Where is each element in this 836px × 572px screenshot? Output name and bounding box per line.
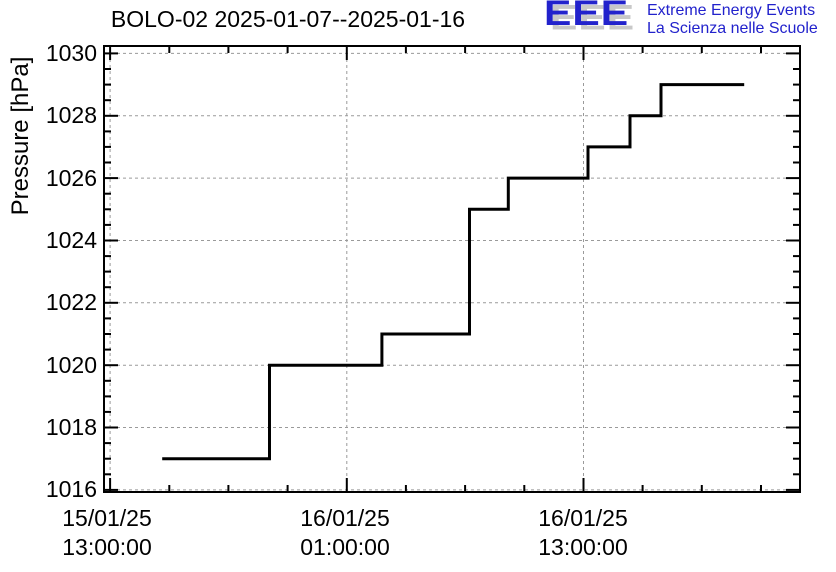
- x-tick-date: 15/01/25: [62, 505, 152, 531]
- pressure-step-line: [162, 83, 745, 461]
- eee-logo-acronym: EEE: [544, 0, 630, 33]
- y-tick-label: 1028: [45, 102, 97, 128]
- x-tick-date: 16/01/25: [538, 505, 628, 531]
- x-tick-label: 16/01/25 13:00:00: [498, 504, 668, 562]
- eee-logo: EEE Extreme Energy Events La Scienza nel…: [544, 0, 836, 44]
- y-tick-label: 1026: [45, 165, 97, 191]
- y-tick-label: 1022: [45, 289, 97, 315]
- pressure-step-chart: [103, 45, 801, 493]
- y-tick-label: 1030: [45, 40, 97, 66]
- x-tick-label: 16/01/25 01:00:00: [260, 504, 430, 562]
- eee-logo-line2: La Scienza nelle Scuole: [647, 20, 818, 37]
- eee-logo-line1: Extreme Energy Events: [647, 2, 816, 19]
- x-tick-time: 01:00:00: [300, 534, 390, 560]
- plot-area: [103, 45, 801, 493]
- y-tick-label: 1024: [45, 227, 97, 253]
- x-tick-time: 13:00:00: [538, 534, 628, 560]
- x-tick-date: 16/01/25: [300, 505, 390, 531]
- y-axis-title: Pressure [hPa]: [7, 56, 34, 216]
- y-tick-label: 1016: [45, 476, 97, 502]
- x-tick-label: 15/01/25 13:00:00: [22, 504, 192, 562]
- y-tick-label: 1020: [45, 352, 97, 378]
- chart-title: BOLO-02 2025-01-07--2025-01-16: [110, 6, 466, 32]
- y-tick-label: 1018: [45, 414, 97, 440]
- x-tick-time: 13:00:00: [62, 534, 152, 560]
